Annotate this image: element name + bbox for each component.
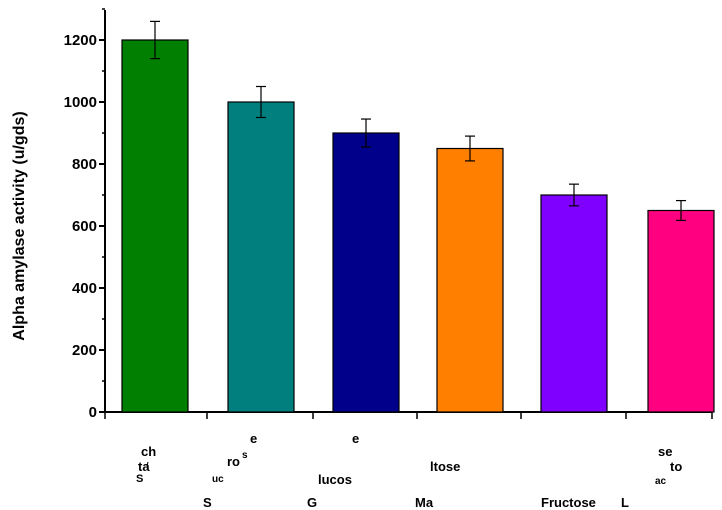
y-axis-label: Alpha amylase activity (u/gds): [11, 111, 28, 340]
bar-sucrose: [227, 101, 295, 413]
y-tick-label: 800: [72, 156, 97, 173]
category-label-fragment: Fructose: [541, 495, 596, 510]
error-bars-group: [150, 20, 686, 222]
category-label-fragment: Ma: [415, 495, 434, 510]
category-label-fragment: e: [352, 431, 359, 446]
bars-group: [121, 39, 715, 413]
bar-glucose: [332, 132, 400, 413]
category-label-fragment: ac: [655, 476, 667, 487]
category-label-fragment: S: [203, 495, 212, 510]
bar-maltose: [436, 147, 504, 413]
category-label-fragment: L: [621, 495, 629, 510]
category-label-fragment: ro: [227, 454, 240, 469]
x-category-label-sucrose: ero s ucS: [203, 431, 257, 510]
y-tick-label: 200: [72, 342, 97, 359]
category-label-fragment: to: [670, 459, 682, 474]
y-tick-label: 0: [89, 404, 97, 421]
category-label-fragment: ch: [141, 444, 156, 459]
y-tick-label: 1200: [64, 32, 97, 49]
x-category-label-maltose: ltose Ma: [415, 459, 460, 510]
y-tick-label: 600: [72, 218, 97, 235]
axes: [99, 8, 713, 419]
category-label-fragment: s: [242, 450, 248, 461]
label-stray-mark: [146, 461, 149, 467]
bar-lactose: [647, 209, 715, 413]
bar-fructose: [540, 194, 608, 413]
bar-starch: [121, 39, 189, 413]
x-category-label-fructose: Fructose: [541, 495, 596, 510]
y-tick-label: 1000: [64, 94, 97, 111]
y-tick-labels: 0 200 400 600 800 1000 1200: [64, 32, 97, 421]
category-label-fragment: G: [307, 495, 317, 510]
category-label-fragment: e: [250, 431, 257, 446]
category-label-fragment: se: [658, 444, 672, 459]
category-label-fragment: lucos: [318, 472, 352, 487]
category-label-fragment: S: [136, 473, 143, 485]
category-label-fragment: ta: [138, 459, 150, 474]
category-label-fragment: ltose: [430, 459, 460, 474]
y-tick-label: 400: [72, 280, 97, 297]
category-label-fragment: uc: [212, 474, 224, 485]
